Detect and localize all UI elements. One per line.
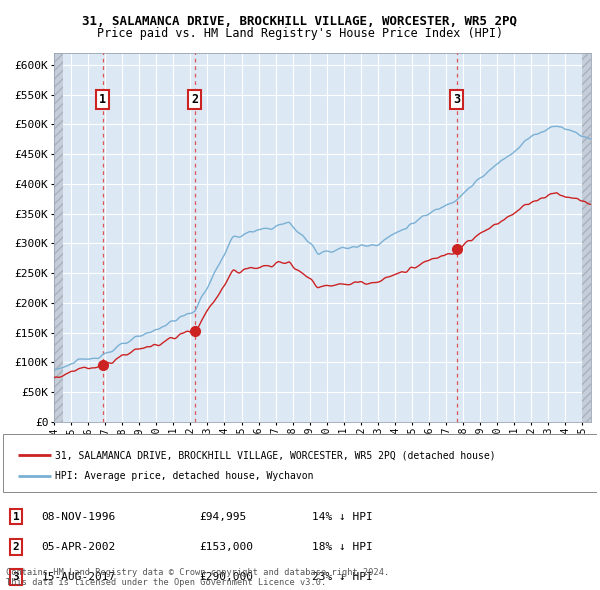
Text: Price paid vs. HM Land Registry's House Price Index (HPI): Price paid vs. HM Land Registry's House … [97,27,503,40]
Text: £153,000: £153,000 [199,542,253,552]
FancyBboxPatch shape [3,434,597,492]
Bar [581,53,591,422]
Text: 05-APR-2002: 05-APR-2002 [41,542,116,552]
Text: 14% ↓ HPI: 14% ↓ HPI [312,512,373,522]
Text: 18% ↓ HPI: 18% ↓ HPI [312,542,373,552]
Text: 31, SALAMANCA DRIVE, BROCKHILL VILLAGE, WORCESTER, WR5 2PQ (detached house): 31, SALAMANCA DRIVE, BROCKHILL VILLAGE, … [55,450,496,460]
Text: 31, SALAMANCA DRIVE, BROCKHILL VILLAGE, WORCESTER, WR5 2PQ: 31, SALAMANCA DRIVE, BROCKHILL VILLAGE, … [83,15,517,28]
Text: HPI: Average price, detached house, Wychavon: HPI: Average price, detached house, Wych… [55,471,314,481]
Text: 3: 3 [453,93,460,106]
Text: £94,995: £94,995 [199,512,246,522]
Text: 2: 2 [13,542,19,552]
Text: 08-NOV-1996: 08-NOV-1996 [41,512,116,522]
Text: 3: 3 [13,572,19,582]
Text: 2: 2 [191,93,199,106]
Text: 23% ↓ HPI: 23% ↓ HPI [312,572,373,582]
Text: 15-AUG-2017: 15-AUG-2017 [41,572,116,582]
Bar [581,53,591,422]
Bar [54,53,64,422]
Text: This data is licensed under the Open Government Licence v3.0.: This data is licensed under the Open Gov… [6,578,326,587]
Bar [54,53,64,422]
Text: Contains HM Land Registry data © Crown copyright and database right 2024.: Contains HM Land Registry data © Crown c… [6,568,389,577]
Text: 1: 1 [99,93,106,106]
Text: 1: 1 [13,512,19,522]
Text: £290,000: £290,000 [199,572,253,582]
